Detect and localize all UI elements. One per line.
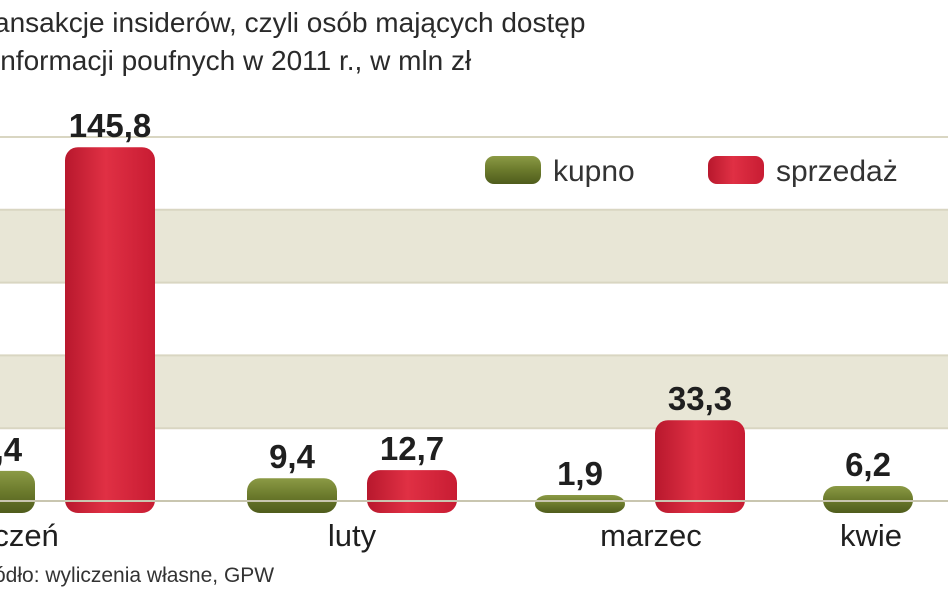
grid-bands [0,209,948,429]
chart-title-line-1: ansakcje insiderów, czyli osób mających … [0,7,586,38]
legend-label-sprzedaz: sprzedaż [776,155,898,188]
value-label-kupno-kwiecień: 6,2 [845,446,891,483]
value-label-sprzedaz-marzec: 33,3 [668,380,732,417]
category-label-luty: luty [328,518,377,553]
category-label-styczeń: tyczeń [0,518,59,553]
legend-swatch-sprzedaz [708,156,764,184]
legend: kupno sprzedaż [485,155,898,188]
category-label-kwiecień: kwie [840,518,902,553]
chart-title: ansakcje insiderów, czyli osób mających … [0,4,585,80]
category-labels: tyczeń luty marzec kwie [0,518,902,553]
grid-band [0,355,948,429]
chart-title-line-2: informacji poufnych w 2011 r., w mln zł [0,45,472,76]
bar-kupno-styczeń [0,470,35,513]
legend-swatch-kupno [485,156,541,184]
bar-sprzedaz-luty [367,470,457,513]
category-label-marzec: marzec [600,518,702,553]
bars [0,147,913,513]
bar-kupno-kwiecień [823,485,913,513]
bar-sprzedaz-styczeń [65,147,155,513]
bar-kupno-marzec [535,495,625,513]
value-label-kupno-luty: 9,4 [269,438,316,475]
grid-lines [0,136,948,430]
bar-sprzedaz-marzec [655,420,745,513]
value-label-sprzedaz-luty: 12,7 [380,430,444,467]
value-label-sprzedaz-styczeń: 145,8 [69,107,152,144]
legend-label-kupno: kupno [553,155,635,188]
source-note: ódło: wyliczenia własne, GPW [0,564,275,587]
bar-kupno-luty [247,478,337,513]
value-label-kupno-styczeń: 12,4 [0,431,23,468]
grid-band [0,209,948,283]
value-labels: 12,4 145,8 9,4 12,7 1,9 33,3 6,2 [0,107,891,492]
value-label-kupno-marzec: 1,9 [557,455,603,492]
